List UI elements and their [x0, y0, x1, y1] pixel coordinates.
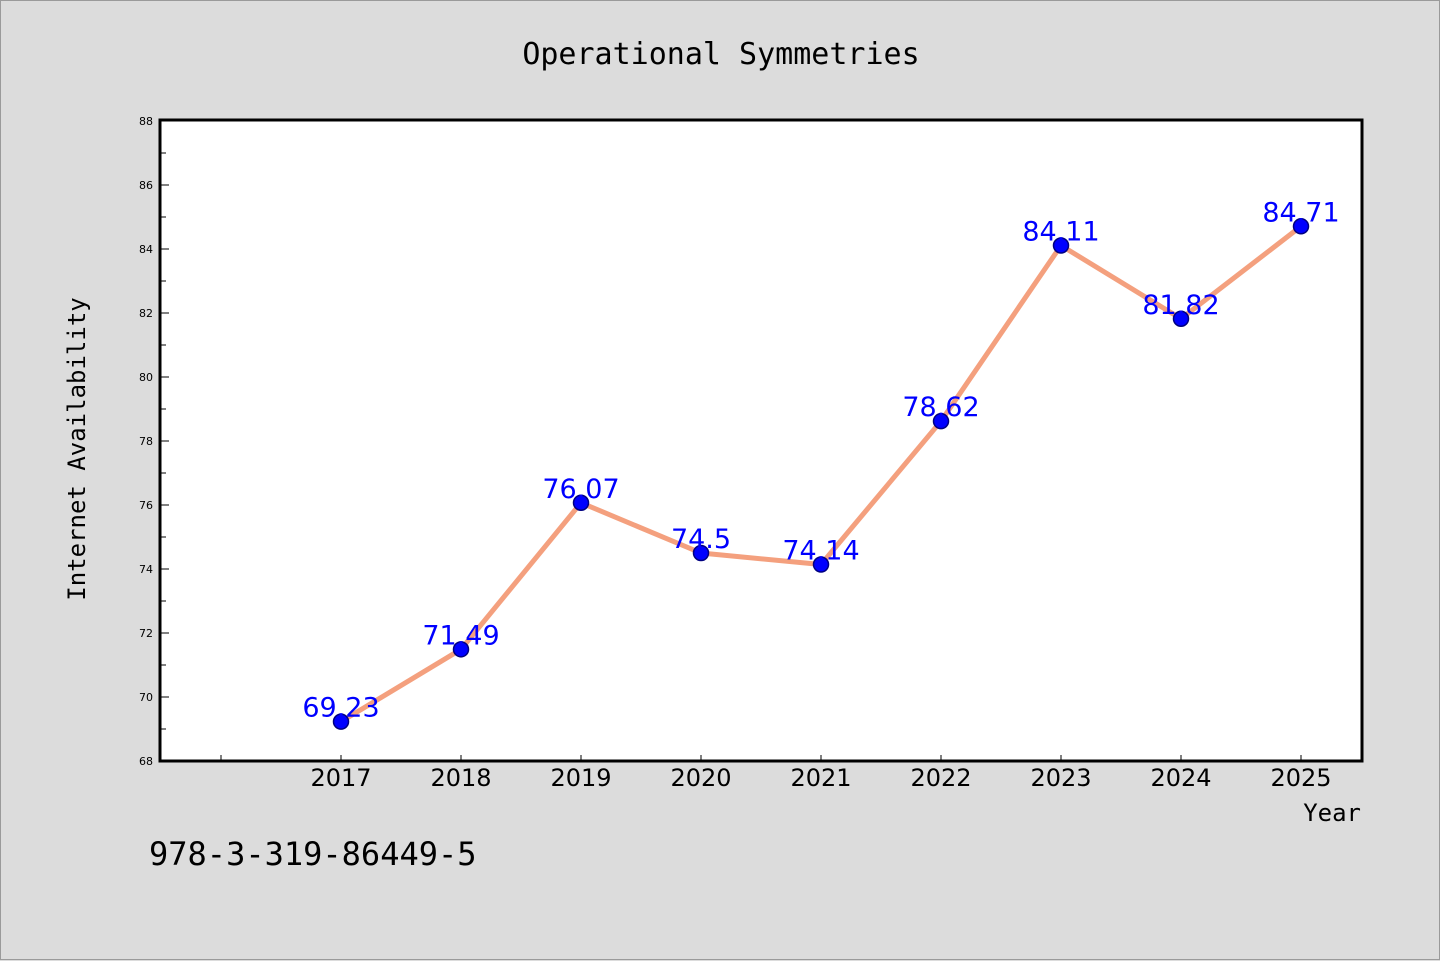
data-point	[1292, 218, 1310, 235]
y-tick-label: 68	[139, 755, 153, 768]
y-tick-label: 74	[139, 563, 153, 576]
x-tick-label: 2019	[550, 764, 611, 792]
y-tick-label: 86	[139, 179, 153, 192]
data-point	[1172, 310, 1190, 328]
data-label: 71.49	[422, 620, 499, 651]
y-tick-label: 72	[139, 627, 153, 640]
data-labels: 69.23 71.49 76.07 74.5 74.14 78.62 84.11 81.82 8…	[302, 197, 1339, 723]
data-point	[332, 713, 350, 730]
chart-title: Operational Symmetries	[522, 37, 919, 72]
isbn-text: 978-3-319-86449-5	[149, 835, 477, 873]
x-tick-label: 2017	[310, 764, 371, 792]
data-label: 78.62	[902, 392, 979, 423]
data-label: 74.14	[782, 536, 859, 567]
data-point	[572, 494, 590, 512]
y-axis: 68 70 72 74 76 78 80 82 84 86 88	[139, 115, 169, 768]
y-tick-label: 82	[139, 307, 153, 320]
plot-area	[158, 118, 1364, 763]
data-label: 74.5	[671, 524, 731, 555]
data-label: 84.11	[1022, 216, 1099, 247]
y-tick-label: 76	[139, 499, 153, 512]
data-point	[932, 412, 950, 430]
data-point	[812, 556, 830, 573]
x-tick-label: 2025	[1270, 764, 1331, 792]
y-tick-label: 88	[139, 115, 153, 128]
x-tick-label: 2021	[790, 764, 851, 792]
x-tick-label: 2022	[910, 764, 971, 792]
x-tick-label: 2020	[670, 764, 731, 792]
x-tick-label: 2018	[430, 764, 491, 792]
data-point	[452, 641, 470, 658]
data-label: 81.82	[1142, 290, 1219, 321]
data-point	[1052, 237, 1070, 254]
y-tick-label: 84	[139, 243, 153, 256]
data-point	[692, 544, 710, 562]
x-tick-label: 2024	[1150, 764, 1211, 792]
y-tick-label: 78	[139, 435, 153, 448]
series-markers	[332, 218, 1310, 730]
data-label: 76.07	[542, 474, 619, 505]
y-tick-label: 70	[139, 691, 153, 704]
data-label: 84.71	[1262, 197, 1339, 228]
x-axis: 2017 2018 2019 2020 2021 2022 2023 2024 2025	[220, 755, 1332, 792]
y-tick-label: 80	[139, 371, 153, 384]
x-axis-label: Year	[1303, 799, 1361, 827]
data-label: 69.23	[302, 693, 379, 724]
x-tick-label: 2023	[1030, 764, 1091, 792]
y-axis-label: Internet Availability	[63, 297, 91, 600]
